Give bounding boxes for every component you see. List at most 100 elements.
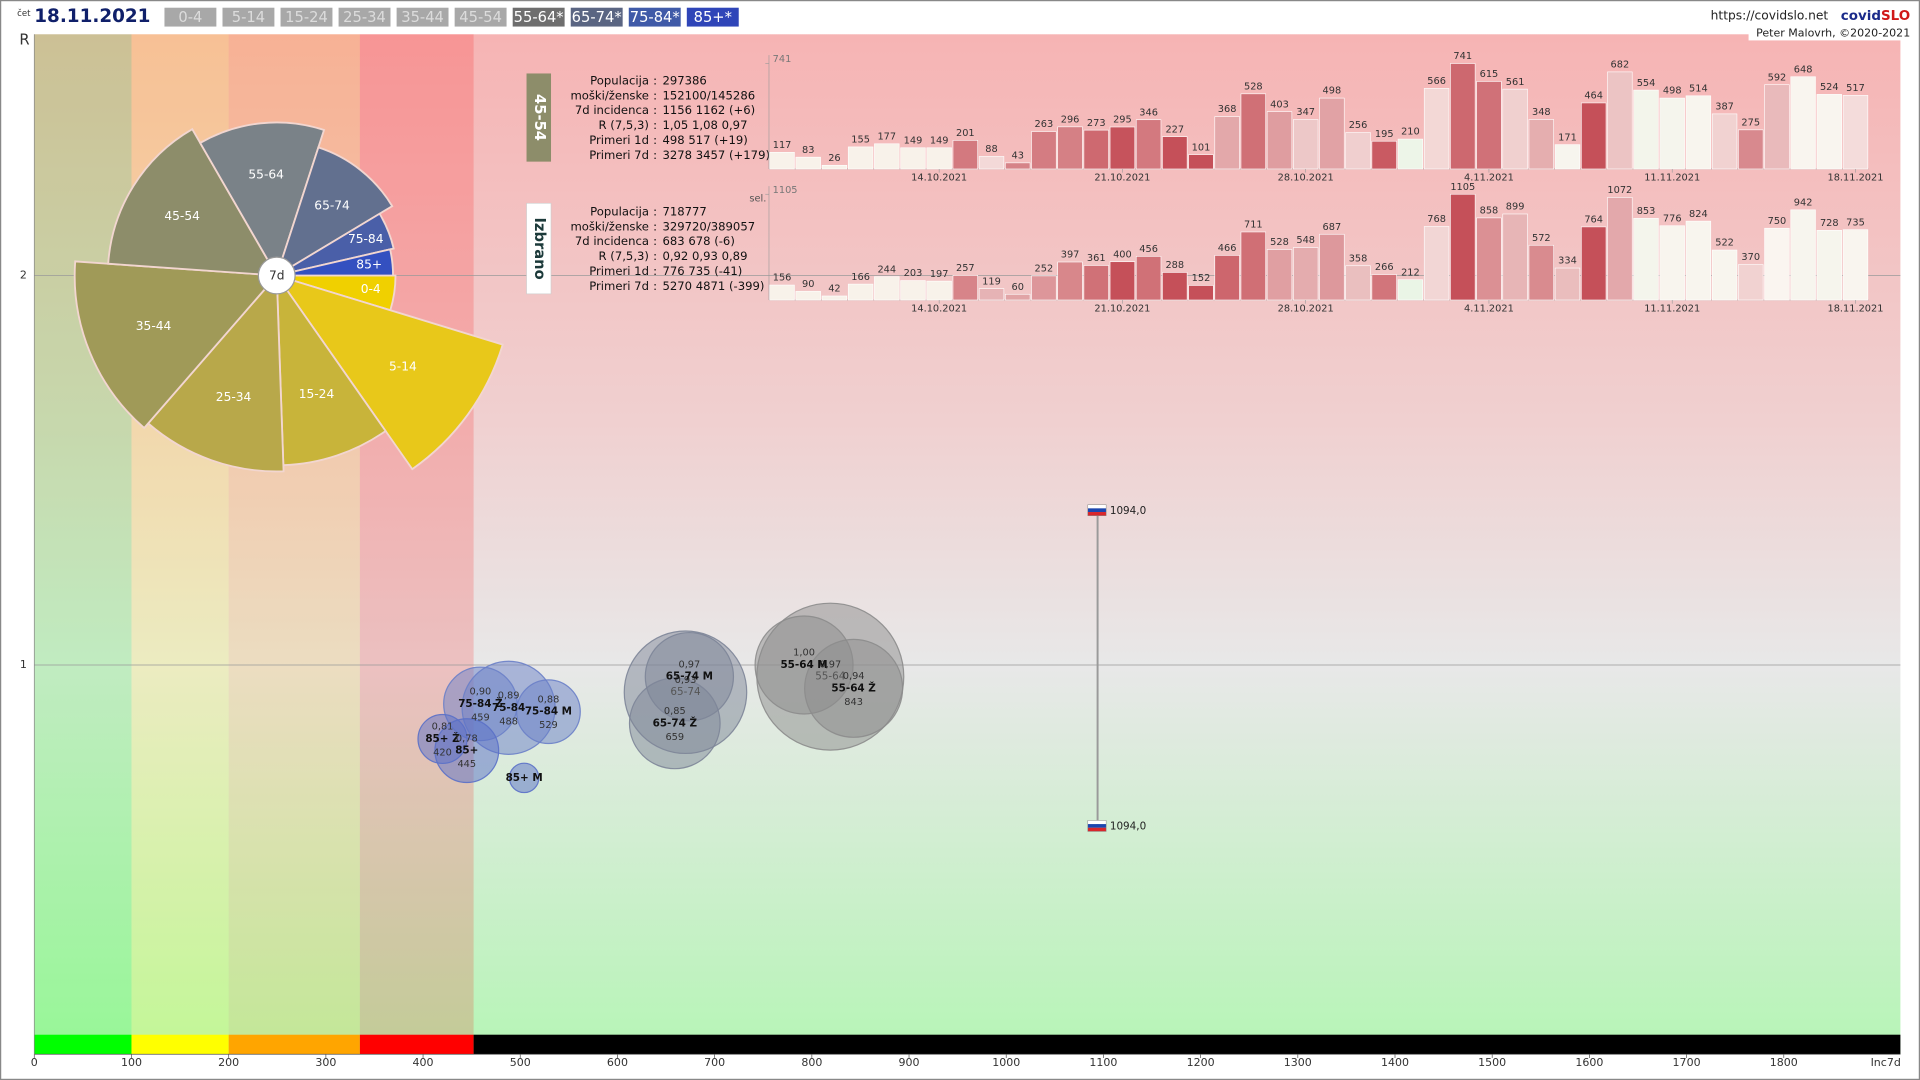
age-button[interactable] xyxy=(221,6,276,28)
bar xyxy=(1842,95,1869,170)
bar xyxy=(1266,249,1293,301)
range-label: 1094,0 xyxy=(1110,821,1146,833)
bar xyxy=(1738,264,1764,301)
bar-value-label: 155 xyxy=(851,135,870,146)
bubble-r-label: 0,81 xyxy=(432,722,454,733)
bar xyxy=(978,288,1005,301)
bar xyxy=(1607,197,1633,301)
bar-value-label: 119 xyxy=(982,276,1001,287)
age-button[interactable] xyxy=(511,6,566,28)
stat-label: R (7,5,3) xyxy=(599,249,649,263)
bar-value-label: 554 xyxy=(1637,78,1656,89)
x-tick-label: 700 xyxy=(704,1056,725,1069)
stat-value: 5270 4871 (-399) xyxy=(662,279,764,293)
flag-stripe xyxy=(1087,512,1107,516)
bar-value-label: 252 xyxy=(1035,264,1054,275)
site-url[interactable]: https://covidslo.net xyxy=(1711,8,1829,22)
bar-value-label: 101 xyxy=(1192,142,1211,153)
age-button[interactable] xyxy=(686,6,740,28)
age-button[interactable] xyxy=(453,6,508,28)
bar-value-label: 528 xyxy=(1270,237,1289,248)
age-button-label[interactable]: 65-74* xyxy=(572,9,622,26)
date-label: 18.11.2021 xyxy=(34,6,150,27)
bar-value-label: 296 xyxy=(1061,114,1080,125)
bar-value-label: 210 xyxy=(1401,127,1420,138)
age-button[interactable] xyxy=(395,6,450,28)
bar-value-label: 1072 xyxy=(1607,185,1632,196)
wedge-label: 65-74 xyxy=(314,198,350,212)
brand-covid: covid xyxy=(1841,9,1881,24)
age-button-label[interactable]: 25-34 xyxy=(343,9,386,26)
age-button[interactable] xyxy=(279,6,334,28)
age-button-label[interactable]: 75-84* xyxy=(630,9,680,26)
bubble-inc-label: 529 xyxy=(539,720,558,731)
bar-value-label: 346 xyxy=(1139,107,1158,118)
credit: Peter Malovrh, ©2020-2021 xyxy=(1756,27,1910,40)
stat-value: 152100/145286 xyxy=(662,88,755,102)
age-button-label[interactable]: 0-4 xyxy=(178,9,202,26)
bar xyxy=(1842,229,1869,301)
age-button-label[interactable]: 85+* xyxy=(694,9,732,26)
bar-value-label: 464 xyxy=(1584,91,1603,102)
x-tick-label: 4.11.2021 xyxy=(1464,173,1514,184)
x-tick-label: 1800 xyxy=(1770,1056,1798,1069)
stat-separator: : xyxy=(653,234,657,248)
bar xyxy=(1397,279,1424,301)
wedge xyxy=(73,260,279,430)
panel-title: Izbrano xyxy=(531,217,548,279)
age-button[interactable] xyxy=(163,6,218,28)
stat-label: 7d incidenca xyxy=(575,234,649,248)
bar xyxy=(1581,102,1607,170)
bar xyxy=(1764,227,1790,301)
bubble-r-label: 1,00 xyxy=(793,648,815,659)
bar-value-label: 347 xyxy=(1296,107,1315,118)
bar xyxy=(1031,131,1057,170)
wedge xyxy=(276,212,395,277)
bubble xyxy=(515,679,581,745)
age-button[interactable] xyxy=(569,6,624,28)
bar-value-label: 522 xyxy=(1715,238,1734,249)
stat-separator: : xyxy=(653,133,657,147)
zone-bar xyxy=(228,1034,360,1055)
panel-title: 45-54 xyxy=(531,94,548,141)
stat-label: Populacija xyxy=(590,204,649,218)
wedge-label: 55-64 xyxy=(248,168,284,182)
age-button[interactable] xyxy=(337,6,392,28)
x-tick-label: 100 xyxy=(121,1056,142,1069)
bar xyxy=(1790,209,1816,301)
stat-separator: : xyxy=(653,88,657,102)
age-button-label[interactable]: 45-54 xyxy=(459,9,502,26)
bubble-inc-label: 659 xyxy=(665,732,684,743)
bar xyxy=(1476,217,1502,301)
bar xyxy=(1738,129,1764,170)
bar-value-label: 735 xyxy=(1846,217,1865,228)
age-button-label[interactable]: 15-24 xyxy=(285,9,328,26)
age-button[interactable] xyxy=(628,6,682,28)
bubble-name: 75-84 Ž xyxy=(458,697,503,710)
stat-separator: : xyxy=(653,73,657,87)
age-button-label[interactable]: 5-14 xyxy=(232,9,265,26)
bar xyxy=(1319,97,1345,170)
bar-value-label: 498 xyxy=(1663,86,1682,97)
bar-value-label: 171 xyxy=(1558,132,1577,143)
age-button-label[interactable]: 55-64* xyxy=(514,9,564,26)
bar-value-label: 42 xyxy=(828,284,840,295)
bar-value-label: 853 xyxy=(1637,206,1656,217)
bar xyxy=(1450,193,1476,301)
bar xyxy=(1711,113,1738,170)
stat-separator: : xyxy=(653,279,657,293)
stat-separator: : xyxy=(653,264,657,278)
bar-value-label: 561 xyxy=(1506,77,1525,88)
bubble-name: 75-84 M xyxy=(525,706,572,718)
x-tick-label: 0 xyxy=(31,1056,38,1069)
x-axis-title: Inc7d xyxy=(1871,1056,1901,1069)
bar xyxy=(1581,226,1607,301)
x-tick-label: 1300 xyxy=(1284,1056,1312,1069)
age-button-label[interactable]: 35-44 xyxy=(401,9,444,26)
bar xyxy=(1005,162,1031,170)
